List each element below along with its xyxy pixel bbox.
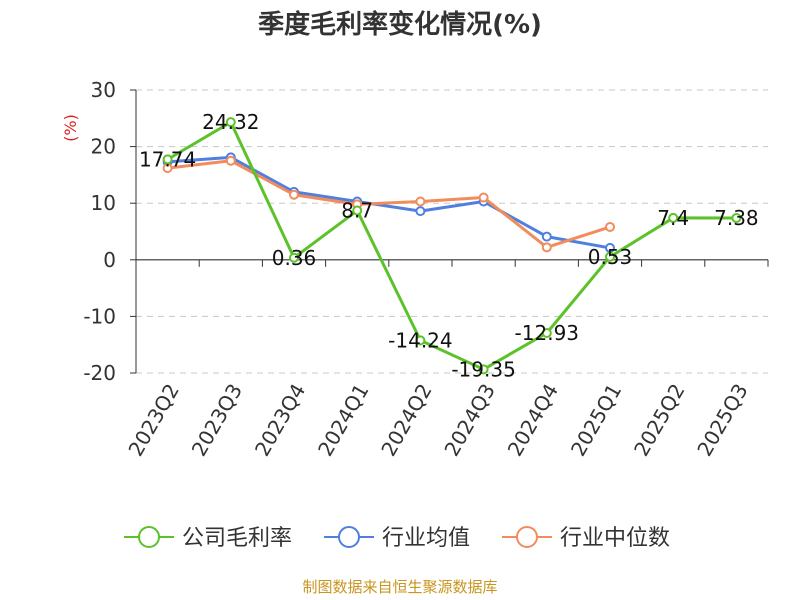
series-lines [162, 117, 742, 375]
point-1-4 [415, 206, 426, 217]
data-label-2025Q3: 7.38 [714, 206, 759, 230]
series-line-1 [167, 155, 611, 250]
legend: 公司毛利率 行业均值 行业中位数 [124, 526, 670, 551]
data-label-2024Q3: -19.35 [451, 357, 515, 381]
legend-label-0: 公司毛利率 [182, 526, 292, 551]
x-tick-label-2024Q3: 2024Q3 [439, 379, 499, 460]
point-0-4 [415, 335, 426, 346]
y-tick-label-10: 10 [91, 191, 116, 215]
data-label-2024Q4: -12.93 [515, 321, 579, 345]
point-2-2 [289, 189, 299, 200]
point-0-6 [541, 327, 552, 338]
data-label-2025Q2: 7.4 [657, 206, 689, 230]
point-2-6 [541, 242, 552, 253]
y-tick-label-0: 0 [103, 248, 116, 272]
point-2-5 [478, 192, 489, 203]
x-tick-label-2025Q3: 2025Q3 [692, 380, 752, 461]
legend-marker-1 [338, 526, 360, 548]
point-2-1 [225, 155, 236, 166]
x-tick-label-2024Q4: 2024Q4 [503, 380, 563, 461]
x-tick-label-2023Q4: 2023Q4 [250, 380, 310, 461]
point-0-1 [225, 117, 236, 128]
point-0-2 [289, 252, 299, 263]
legend-marker-2 [516, 526, 538, 548]
x-tick-label-2024Q1: 2024Q1 [313, 380, 373, 461]
chart-title: 季度毛利率变化情况(%) [258, 9, 542, 40]
legend-marker-0 [138, 526, 160, 548]
series-line-0 [166, 120, 737, 371]
legend-label-1: 行业均值 [382, 526, 470, 551]
point-0-7 [605, 251, 615, 262]
point-2-4 [415, 196, 426, 207]
data-label-2023Q3: 24.32 [202, 110, 259, 134]
point-0-0 [162, 154, 173, 165]
legend-label-2: 行业中位数 [560, 526, 670, 551]
x-tick-label-2025Q1: 2025Q1 [566, 380, 626, 461]
data-label-2023Q4: 0.36 [272, 246, 317, 270]
data-label-2024Q1: 8.7 [341, 199, 373, 223]
point-1-6 [541, 231, 552, 242]
y-tick-labels: 30 20 10 0 -10 -20 [83, 78, 116, 385]
point-0-8 [668, 212, 679, 223]
source-note: 制图数据来自恒生聚源数据库 [302, 578, 497, 596]
x-tick-label-2024Q2: 2024Q2 [376, 380, 436, 461]
y-tick-label-20: 20 [91, 135, 116, 159]
point-2-7 [605, 221, 615, 232]
y-tick-label--10: -10 [83, 304, 116, 328]
y-tick-label-30: 30 [91, 78, 116, 102]
series-line-2 [167, 159, 611, 249]
data-label-2023Q2: 17.74 [139, 147, 196, 171]
x-tick-labels: 2023Q2 2023Q3 2023Q4 2024Q1 2024Q2 2024Q3 2024… [123, 379, 752, 460]
data-label-2024Q2: -14.24 [388, 328, 452, 352]
x-tick-label-2023Q3: 2023Q3 [187, 380, 247, 461]
x-tick-label-2025Q2: 2025Q2 [629, 380, 689, 461]
point-0-3 [352, 205, 363, 216]
y-tick-label--20: -20 [83, 361, 116, 385]
axes [130, 89, 769, 374]
y-axis-label: (%) [61, 114, 80, 142]
point-0-5 [478, 364, 489, 375]
point-0-9 [731, 213, 742, 224]
data-label-2025Q1: 0.53 [588, 245, 633, 269]
x-tick-label-2023Q2: 2023Q2 [123, 380, 183, 461]
